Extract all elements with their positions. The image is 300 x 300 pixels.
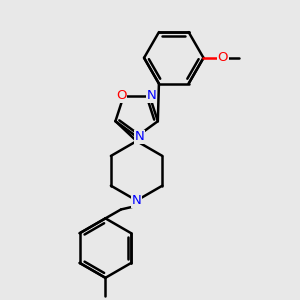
- Text: N: N: [132, 194, 142, 207]
- Text: O: O: [116, 89, 127, 102]
- Text: O: O: [218, 51, 228, 64]
- Text: N: N: [134, 130, 144, 143]
- Text: N: N: [147, 89, 157, 102]
